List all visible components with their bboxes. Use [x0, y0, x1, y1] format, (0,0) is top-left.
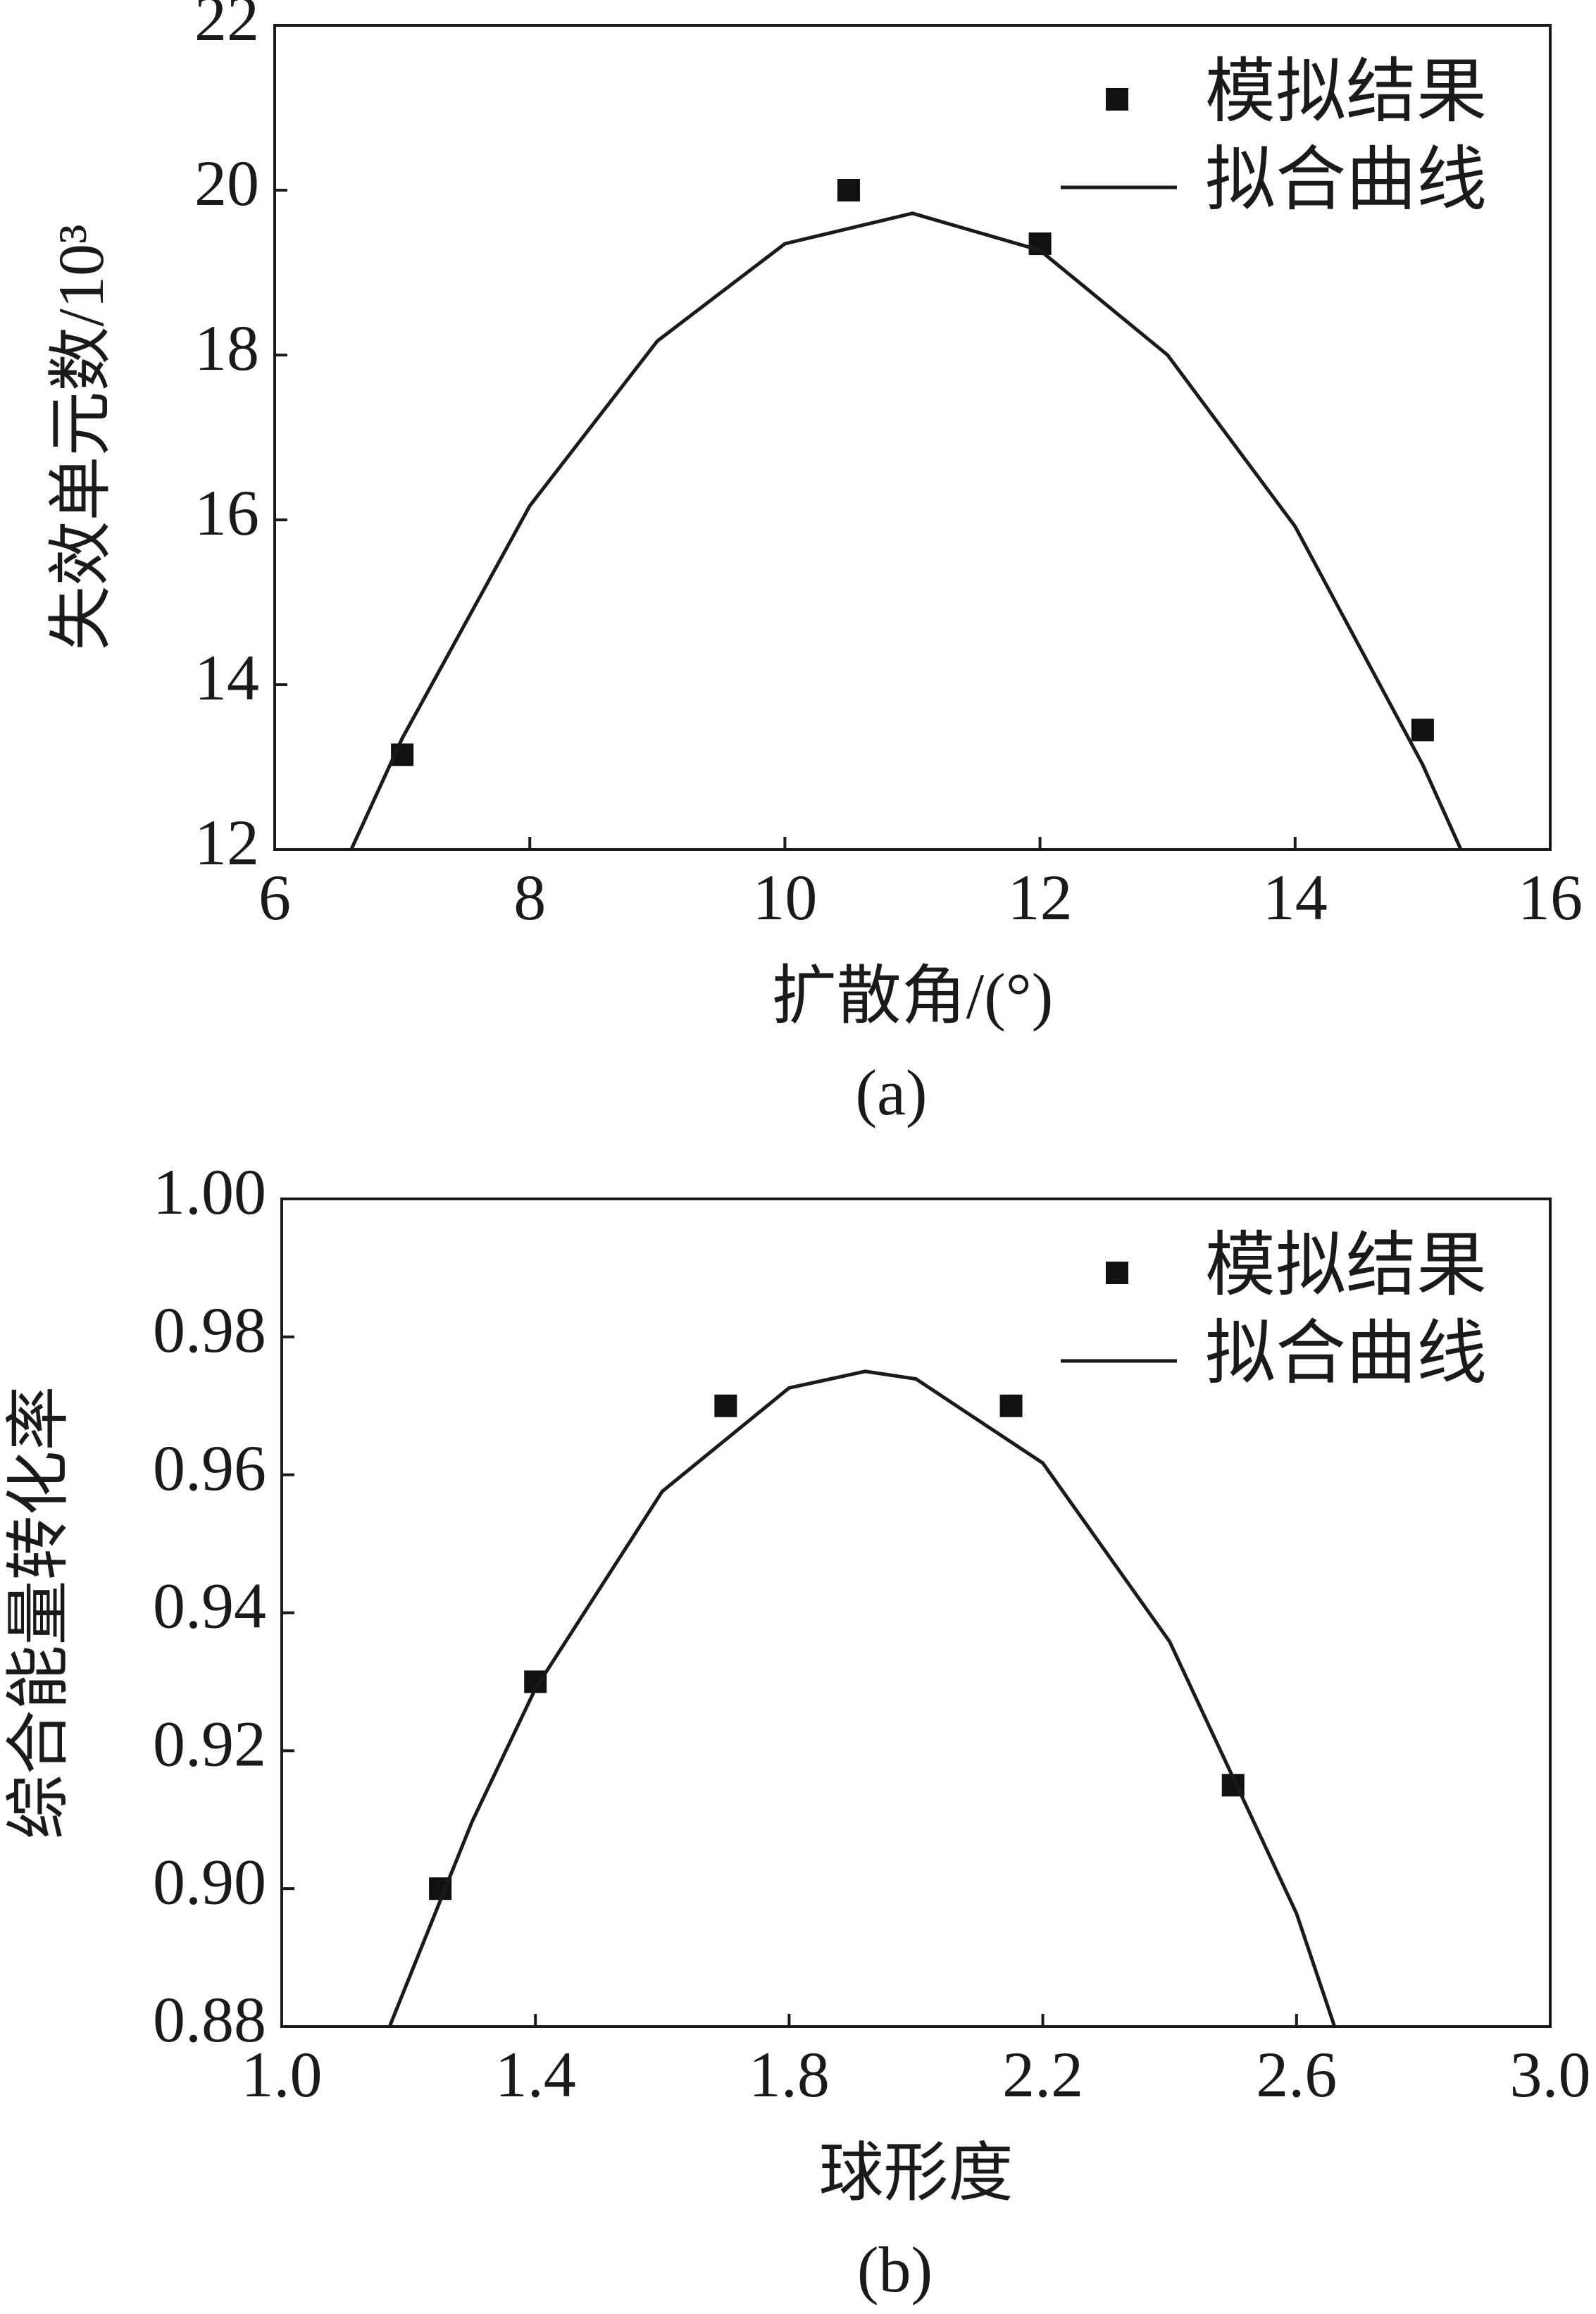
- x-tick-label: 2.6: [1256, 2039, 1337, 2110]
- y-tick-label: 0.98: [153, 1294, 266, 1366]
- x-tick-label: 1.4: [495, 2039, 576, 2110]
- y-tick-label: 1.00: [153, 1156, 266, 1228]
- caption: (a): [855, 1057, 927, 1128]
- x-axis-label: 球形度: [818, 2137, 1013, 2209]
- plot-frame: [273, 24, 1552, 851]
- x-tick-label: 12: [1008, 861, 1073, 933]
- y-axis-label: 综合能量转化率: [3, 1386, 75, 1839]
- y-tick-label: 12: [194, 807, 259, 878]
- legend-label: 拟合曲线: [1205, 1314, 1487, 1393]
- x-tick-label: 8: [513, 861, 546, 933]
- legend-marker: [1106, 1262, 1128, 1284]
- legend-label: 模拟结果: [1205, 1226, 1487, 1305]
- y-tick-label: 18: [194, 312, 259, 384]
- x-tick-label: 1.0: [242, 2039, 323, 2110]
- caption: (b): [857, 2234, 933, 2306]
- legend-label: 拟合曲线: [1205, 141, 1487, 219]
- y-tick-label: 0.88: [153, 1984, 266, 2055]
- y-tick-label: 0.96: [153, 1432, 266, 1504]
- y-tick-label: 0.90: [153, 1846, 266, 1917]
- y-axis-label: 失效单元数/10³: [45, 224, 117, 650]
- y-tick-label: 22: [194, 0, 259, 54]
- fit-curve: [349, 211, 1463, 851]
- x-tick-label: 6: [258, 861, 291, 933]
- data-point: [999, 1394, 1023, 1417]
- legend-label: 模拟结果: [1205, 53, 1487, 131]
- y-tick-label: 0.92: [153, 1707, 266, 1779]
- x-tick-label: 3.0: [1510, 2039, 1591, 2110]
- x-tick-label: 14: [1263, 861, 1328, 933]
- data-point: [1411, 719, 1434, 742]
- y-tick-label: 14: [194, 642, 259, 714]
- fit-curve: [387, 1369, 1337, 2027]
- data-point: [714, 1394, 737, 1417]
- x-tick-label: 2.2: [1002, 2039, 1083, 2110]
- x-tick-label: 16: [1518, 861, 1583, 933]
- y-tick-label: 16: [194, 477, 259, 549]
- y-tick-label: 20: [194, 147, 259, 219]
- legend-marker: [1106, 88, 1128, 111]
- x-tick-label: 1.8: [749, 2039, 830, 2110]
- x-tick-label: 10: [752, 861, 817, 933]
- y-tick-label: 0.94: [153, 1570, 266, 1642]
- x-axis-label: 扩散角/(°): [772, 960, 1054, 1032]
- data-point: [837, 179, 860, 201]
